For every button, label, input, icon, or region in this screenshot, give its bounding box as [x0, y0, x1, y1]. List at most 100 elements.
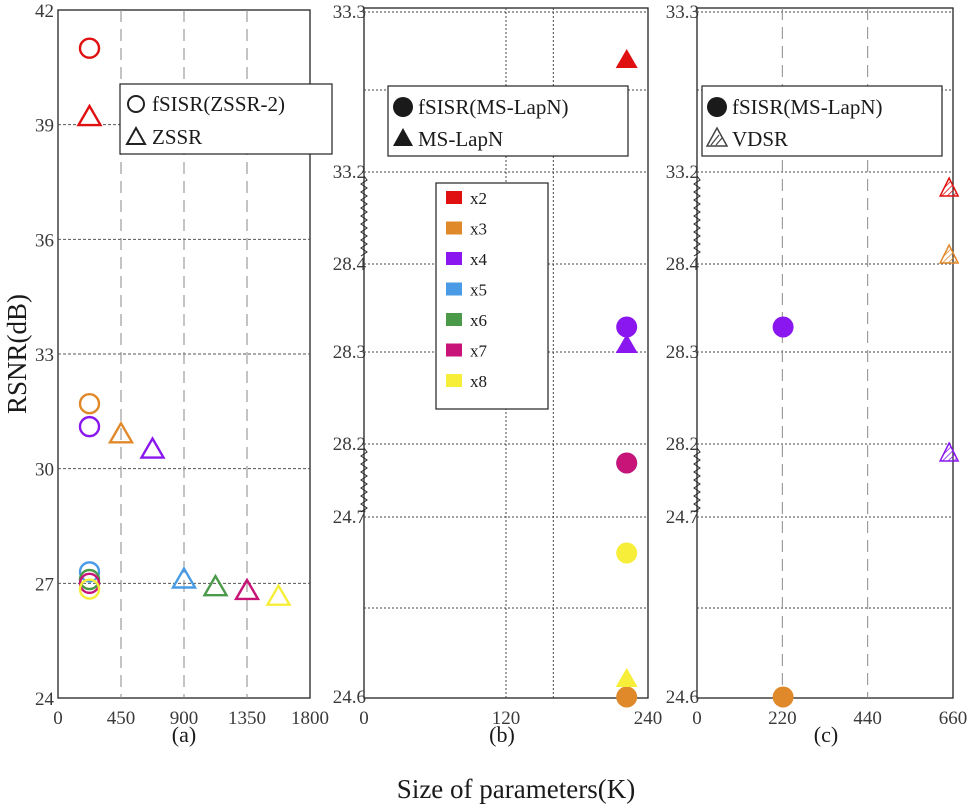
color-legend-label: x3 — [470, 220, 487, 239]
panel-c-y-ticks: 33.3 33.2 28.4 28.3 28.2 24.7 24.6 — [666, 2, 700, 708]
data-point — [938, 176, 960, 197]
x-tick-label: 240 — [634, 708, 663, 729]
legend-entry: VDSR — [732, 127, 788, 151]
data-point — [616, 452, 638, 474]
panel-a-marks — [76, 37, 292, 606]
y-tick-label: 28.2 — [333, 434, 366, 455]
data-point — [938, 243, 960, 264]
data-point — [170, 566, 198, 589]
data-point — [78, 561, 101, 583]
panel-c-marks — [772, 176, 960, 708]
legend-circle-open-icon — [127, 95, 145, 113]
panel-a: 24 27 30 33 36 39 42 0 450 900 1350 1800 fSISR(ZSS… — [35, 1, 333, 747]
y-tick-label: 33.3 — [333, 2, 366, 23]
axis-break-mark — [360, 447, 368, 513]
data-point — [78, 415, 101, 438]
y-tick-label: 42 — [35, 1, 54, 22]
axis-break-mark — [360, 175, 368, 257]
data-point — [78, 578, 101, 600]
y-tick-label: 30 — [35, 460, 54, 481]
data-point — [615, 334, 638, 353]
legend-triangle-open-icon — [125, 125, 147, 145]
data-point — [107, 420, 135, 444]
data-point — [78, 392, 101, 415]
color-swatch — [446, 252, 462, 265]
data-point — [78, 572, 101, 595]
panel-b-x-ticks: 0 120 240 — [359, 708, 662, 729]
panel-c-legend-box — [701, 85, 943, 157]
axis-break-mark — [693, 447, 701, 513]
x-tick-label: 900 — [170, 708, 199, 729]
color-swatch — [446, 221, 462, 235]
color-legend-label: x2 — [470, 189, 487, 208]
panel-b-axis-breaks — [360, 175, 368, 513]
panel-b-y-ticks: 33.3 33.2 28.4 28.3 28.2 24.7 24.6 — [333, 2, 367, 708]
y-tick-label: 28.4 — [666, 254, 700, 275]
legend-hatch-line — [710, 134, 720, 146]
x-tick-label: 220 — [768, 708, 797, 729]
color-legend-label: x5 — [470, 281, 487, 300]
axis-break-mark — [693, 175, 701, 257]
color-swatch — [446, 282, 462, 296]
panel-b-marks — [615, 49, 638, 708]
x-tick-label: 440 — [853, 708, 882, 729]
x-tick-label: 0 — [692, 708, 702, 729]
y-tick-label: 24 — [35, 689, 55, 710]
data-point — [772, 316, 794, 338]
color-legend-label: x4 — [470, 250, 488, 269]
panel-c-axis-breaks — [693, 175, 701, 513]
color-legend: x2 x3 x4 x5 x6 x7 x8 — [435, 182, 549, 410]
y-tick-label: 24.6 — [333, 687, 366, 708]
y-tick-label: 33 — [35, 345, 54, 366]
color-legend-box — [435, 182, 549, 410]
color-swatch — [446, 374, 462, 387]
x-tick-label: 1350 — [228, 708, 266, 729]
data-point — [78, 37, 101, 59]
y-tick-label: 39 — [35, 116, 54, 137]
data-point — [615, 49, 638, 68]
color-legend-label: x7 — [470, 342, 488, 361]
data-point — [76, 103, 103, 127]
legend-entry: ZSSR — [152, 125, 202, 149]
data-point — [202, 573, 229, 597]
panel-b-label: (b) — [489, 722, 515, 747]
panel-a-legend-box — [119, 83, 333, 155]
panel-c: 33.333.228.428.328.224.724.6 0 220 440 660 … — [666, 2, 968, 747]
x-tick-label: 660 — [939, 708, 968, 729]
color-swatch — [446, 313, 462, 326]
y-tick-label: 24.6 — [666, 687, 699, 708]
panel-c-legend: fSISR(MS-LapN) VDSR — [701, 85, 943, 157]
color-legend-label: x6 — [470, 311, 487, 330]
y-tick-label: 24.7 — [666, 507, 699, 528]
data-point — [233, 577, 261, 601]
legend-triangle-filled-icon — [393, 128, 413, 146]
x-tick-label: 0 — [359, 708, 369, 729]
color-swatch — [446, 191, 462, 204]
x-axis-title: Size of parameters(K) — [397, 774, 635, 804]
data-point — [616, 542, 638, 564]
legend-circle-filled-icon — [707, 97, 727, 117]
data-point — [616, 316, 638, 338]
y-tick-label: 28.2 — [666, 434, 699, 455]
panel-a-x-ticks: 0 450 900 1350 1800 — [53, 708, 329, 729]
data-point — [615, 668, 638, 687]
y-tick-label: 27 — [35, 574, 54, 595]
panel-b: 33.3 33.2 28.4 28.3 28.2 24.7 24.6 0 120 240 fSI… — [333, 2, 663, 747]
y-tick-label: 28.3 — [333, 342, 366, 363]
data-point — [139, 436, 166, 459]
panel-c-label: (c) — [814, 722, 838, 747]
panel-a-legend: fSISR(ZSSR-2) ZSSR — [119, 83, 333, 155]
legend-triangle-hatched-icon — [705, 126, 729, 147]
panel-c-frame — [696, 7, 954, 699]
color-legend-label: x8 — [470, 372, 487, 391]
data-point — [772, 686, 794, 708]
x-tick-label: 450 — [107, 708, 136, 729]
panel-a-y-ticks: 24 27 30 33 36 39 42 — [35, 1, 55, 710]
data-point — [616, 686, 638, 708]
data-point — [265, 583, 292, 606]
data-point — [938, 441, 960, 462]
color-swatch — [446, 343, 462, 357]
panel-c-x-ticks: 0 220 440 660 — [692, 708, 967, 729]
y-tick-label: 33.2 — [333, 162, 366, 183]
